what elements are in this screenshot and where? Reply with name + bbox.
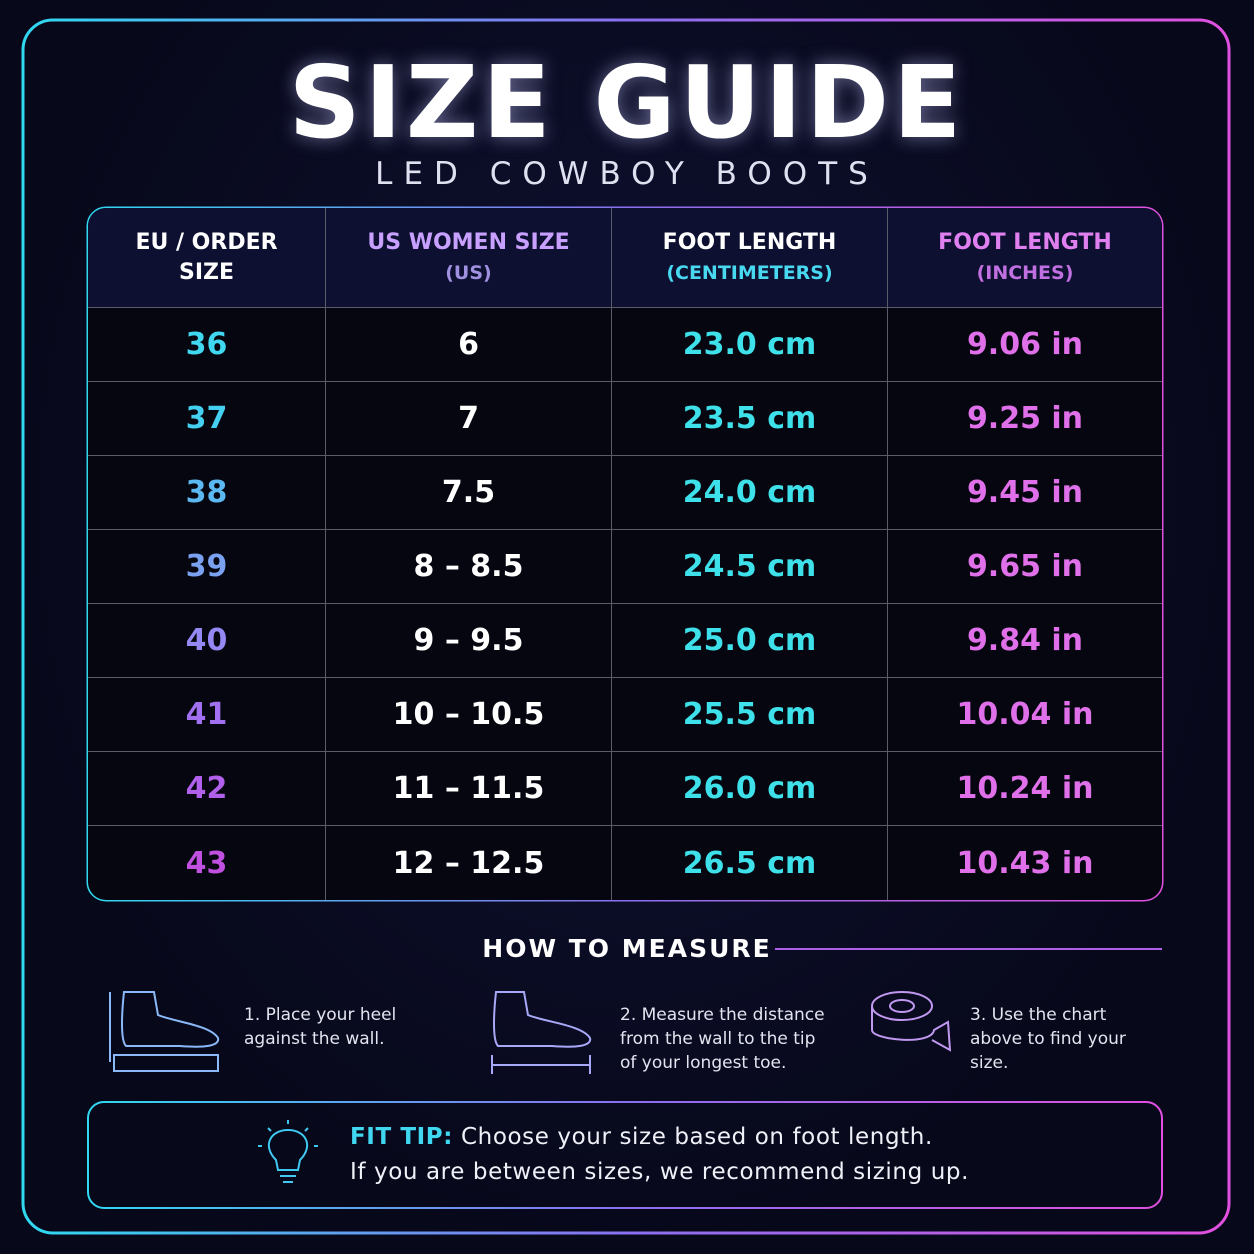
step: 3. Use the chart above to find your size… (970, 1005, 1126, 1073)
tip-line: If you are between sizes, we recommend s… (350, 1159, 969, 1185)
subtitle: LED COWBOY BOOTS (375, 156, 879, 192)
table-cell: 12 – 12.5 (326, 826, 612, 900)
header-main: US WOMEN SIZE (367, 229, 570, 255)
table-cell: 7 (326, 382, 612, 456)
header-sub: (US) (445, 261, 492, 284)
table-cell: 36 (88, 308, 326, 382)
table-cell: 9.84 in (888, 604, 1162, 678)
step: 2. Measure the distance from the wall to… (620, 1005, 825, 1073)
tape-icon (871, 991, 952, 1052)
table-cell: 25.0 cm (612, 604, 888, 678)
table-cell: 38 (88, 456, 326, 530)
tip-line: FIT TIP: Choose your size based on foot … (350, 1124, 933, 1150)
tip-frame (87, 1101, 1163, 1209)
table-cell: 7.5 (326, 456, 612, 530)
table-cell: 25.5 cm (612, 678, 888, 752)
foot-measure-icon (491, 991, 592, 1074)
header-sub: (CENTIMETERS) (666, 261, 833, 284)
table-cell: 37 (88, 382, 326, 456)
table-cell: 43 (88, 826, 326, 900)
header-cell: EU / ORDER SIZE (88, 208, 326, 308)
table-cell: 8 – 8.5 (326, 530, 612, 604)
table-cell: 9.65 in (888, 530, 1162, 604)
header-main: FOOT LENGTH (938, 229, 1112, 255)
measure-title: HOW TO MEASURE (482, 934, 772, 963)
outer-frame (21, 18, 1231, 1235)
title: SIZE GUIDE (288, 44, 966, 161)
header-main: FOOT LENGTH (662, 229, 837, 255)
table-cell: 9 – 9.5 (326, 604, 612, 678)
table-cell: 26.0 cm (612, 752, 888, 826)
table-cell: 23.0 cm (612, 308, 888, 382)
header-cell: FOOT LENGTH (INCHES) (888, 208, 1162, 308)
header-cell: FOOT LENGTH (CENTIMETERS) (612, 208, 888, 308)
table-cell: 9.06 in (888, 308, 1162, 382)
table-cell: 24.0 cm (612, 456, 888, 530)
table-cell: 42 (88, 752, 326, 826)
table-cell: 41 (88, 678, 326, 752)
table-cell: 9.25 in (888, 382, 1162, 456)
table-cell: 26.5 cm (612, 826, 888, 900)
table-cell: 10 – 10.5 (326, 678, 612, 752)
tip-text: Choose your size based on foot length. (461, 1124, 933, 1150)
table-cell: 11 – 11.5 (326, 752, 612, 826)
bulb-icon (258, 1120, 318, 1183)
header-cell: US WOMEN SIZE (US) (326, 208, 612, 308)
table-cell: 24.5 cm (612, 530, 888, 604)
table-cell: 10.04 in (888, 678, 1162, 752)
table-cell: 23.5 cm (612, 382, 888, 456)
foot-wall-icon (109, 991, 220, 1072)
step: 1. Place your heel against the wall. (244, 1005, 397, 1049)
tip-label: FIT TIP: (350, 1124, 454, 1150)
table-cell: 40 (88, 604, 326, 678)
table-cell: 10.43 in (956, 845, 1094, 881)
header-main: EU / ORDER SIZE (135, 229, 278, 285)
table-cell: 10.24 in (888, 752, 1162, 826)
table-cell: 39 (88, 530, 326, 604)
size-table: EU / ORDER SIZE US WOMEN SIZE (US) FOOT LEN… (88, 208, 1162, 900)
header-sub: (INCHES) (976, 261, 1074, 284)
table-cell: 9.45 in (888, 456, 1162, 530)
table-cell: 6 (326, 308, 612, 382)
